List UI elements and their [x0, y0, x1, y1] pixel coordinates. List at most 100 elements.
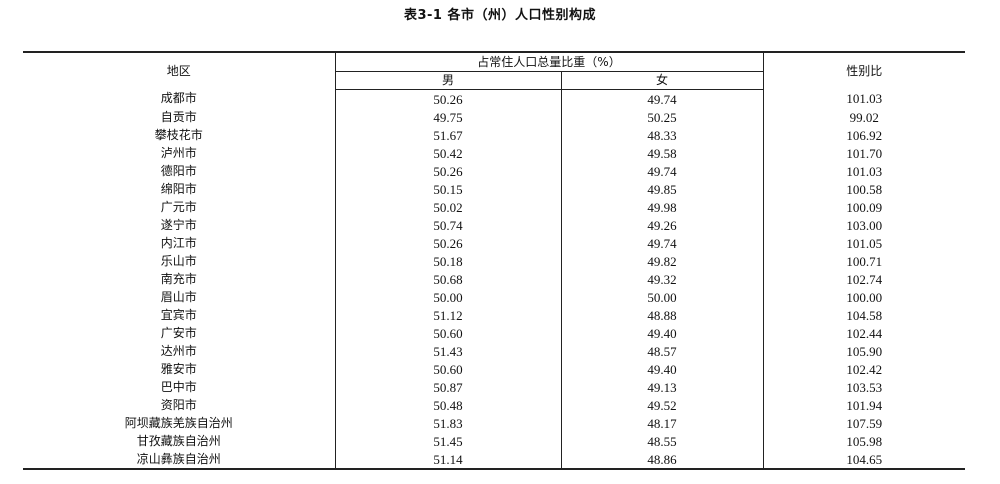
table-row: 广元市 50.02 49.98 100.09: [23, 198, 965, 216]
sex-ratio-cell: 100.58: [846, 181, 883, 197]
table-row: 遂宁市 50.74 49.26 103.00: [23, 216, 965, 234]
sex-ratio-cell: 103.53: [846, 379, 883, 395]
female-share-cell: 49.58: [561, 144, 764, 162]
male-share-cell: 50.60: [335, 360, 562, 378]
sex-ratio-cell: 105.98: [846, 433, 883, 449]
sex-ratio-cell: 105.90: [846, 343, 883, 359]
table-row: 攀枝花市 51.67 48.33 106.92: [23, 126, 965, 144]
male-share-cell: 51.14: [335, 450, 562, 470]
table-row: 成都市 50.26 49.74 101.03: [23, 89, 965, 108]
male-share-cell: 50.26: [335, 234, 562, 252]
table-row: 巴中市 50.87 49.13 103.53: [23, 378, 965, 396]
male-share-cell: 50.74: [335, 216, 562, 234]
region-cell: 内江市: [23, 234, 336, 252]
table-row: 广安市 50.60 49.40 102.44: [23, 324, 965, 342]
table-row: 乐山市 50.18 49.82 100.71: [23, 252, 965, 270]
female-share-cell: 49.40: [561, 360, 764, 378]
sex-ratio-cell: 104.58: [846, 307, 883, 323]
region-cell: 乐山市: [23, 252, 336, 270]
female-share-cell: 49.98: [561, 198, 764, 216]
male-share-cell: 50.26: [335, 162, 562, 180]
table-row: 德阳市 50.26 49.74 101.03: [23, 162, 965, 180]
male-share-cell: 50.60: [335, 324, 562, 342]
female-share-cell: 48.86: [561, 450, 764, 470]
table-row: 内江市 50.26 49.74 101.05: [23, 234, 965, 252]
sex-ratio-cell: 104.65: [763, 450, 965, 470]
region-cell: 雅安市: [23, 360, 336, 378]
male-share-cell: 51.45: [335, 432, 562, 450]
sex-ratio-cell: 102.44: [846, 325, 883, 341]
male-share-cell: 50.48: [335, 396, 562, 414]
table-row: 泸州市 50.42 49.58 101.70: [23, 144, 965, 162]
male-share-cell: 51.67: [335, 126, 562, 144]
region-cell: 达州市: [23, 342, 336, 360]
table-row: 达州市 51.43 48.57 105.90: [23, 342, 965, 360]
female-share-cell: 49.82: [561, 252, 764, 270]
sex-ratio-cell: 103.00: [846, 217, 883, 233]
female-share-cell: 49.26: [561, 216, 764, 234]
table-body: 成都市 50.26 49.74 101.03 自贡市 49.75 50.25 99.02 攀枝花…: [23, 89, 965, 470]
sex-ratio-cell: 102.42: [846, 361, 883, 377]
sex-ratio-cell: 101.03: [846, 163, 883, 179]
region-cell: 甘孜藏族自治州: [23, 432, 336, 450]
male-share-cell: 51.43: [335, 342, 562, 360]
table-row: 凉山彝族自治州 51.14 48.86 104.65: [23, 450, 965, 470]
male-share-cell: 51.83: [335, 414, 562, 432]
sex-ratio-cell: 101.70: [846, 145, 883, 161]
sex-ratio-cell: 102.74: [846, 271, 883, 287]
region-cell: 广安市: [23, 324, 336, 342]
female-share-cell: 48.57: [561, 342, 764, 360]
female-share-cell: 49.85: [561, 180, 764, 198]
region-column-header: 地区: [23, 51, 336, 90]
table-row: 雅安市 50.60 49.40 102.42: [23, 360, 965, 378]
female-share-cell: 49.74: [561, 89, 764, 108]
region-cell: 宜宾市: [23, 306, 336, 324]
sex-ratio-column-header: 性别比: [763, 51, 965, 90]
male-share-cell: 50.68: [335, 270, 562, 288]
region-cell: 遂宁市: [23, 216, 336, 234]
sex-ratio-cell: 101.05: [846, 235, 883, 251]
female-share-cell: 48.55: [561, 432, 764, 450]
male-share-cell: 50.18: [335, 252, 562, 270]
male-share-cell: 50.42: [335, 144, 562, 162]
sex-composition-table: 地区 占常住人口总量比重（%） 性别比 男 女 成都市 50.26 49.74 101…: [23, 51, 965, 470]
male-share-cell: 49.75: [335, 108, 562, 126]
female-share-cell: 48.17: [561, 414, 764, 432]
male-column-header: 男: [335, 71, 562, 90]
sex-ratio-cell: 106.92: [846, 127, 883, 143]
female-share-cell: 49.13: [561, 378, 764, 396]
female-column-header: 女: [561, 71, 764, 90]
female-share-cell: 49.74: [561, 234, 764, 252]
table-row: 绵阳市 50.15 49.85 100.58: [23, 180, 965, 198]
table-header: 地区 占常住人口总量比重（%） 性别比 男 女: [23, 51, 965, 90]
female-share-cell: 50.25: [561, 108, 764, 126]
female-share-cell: 50.00: [561, 288, 764, 306]
region-cell: 资阳市: [23, 396, 336, 414]
sex-ratio-cell: 99.02: [849, 109, 879, 125]
male-share-cell: 50.02: [335, 198, 562, 216]
region-cell: 成都市: [23, 89, 336, 108]
table-title: 表3-1 各市（州）人口性别构成: [403, 8, 596, 23]
sex-ratio-cell: 107.59: [846, 415, 883, 431]
region-cell: 德阳市: [23, 162, 336, 180]
female-share-cell: 49.74: [561, 162, 764, 180]
male-share-cell: 50.15: [335, 180, 562, 198]
region-cell: 巴中市: [23, 378, 336, 396]
table-row: 宜宾市 51.12 48.88 104.58: [23, 306, 965, 324]
table-row: 资阳市 50.48 49.52 101.94: [23, 396, 965, 414]
region-cell: 阿坝藏族羌族自治州: [23, 414, 336, 432]
region-cell: 绵阳市: [23, 180, 336, 198]
female-share-cell: 48.33: [561, 126, 764, 144]
region-cell: 攀枝花市: [23, 126, 336, 144]
male-share-cell: 51.12: [335, 306, 562, 324]
region-cell: 南充市: [23, 270, 336, 288]
male-share-cell: 50.87: [335, 378, 562, 396]
female-share-cell: 49.32: [561, 270, 764, 288]
region-cell: 泸州市: [23, 144, 336, 162]
sex-ratio-cell: 101.03: [846, 91, 883, 107]
table-row: 自贡市 49.75 50.25 99.02: [23, 108, 965, 126]
table-row: 甘孜藏族自治州 51.45 48.55 105.98: [23, 432, 965, 450]
region-cell: 自贡市: [23, 108, 336, 126]
male-share-cell: 50.26: [335, 89, 562, 108]
male-share-cell: 50.00: [335, 288, 562, 306]
